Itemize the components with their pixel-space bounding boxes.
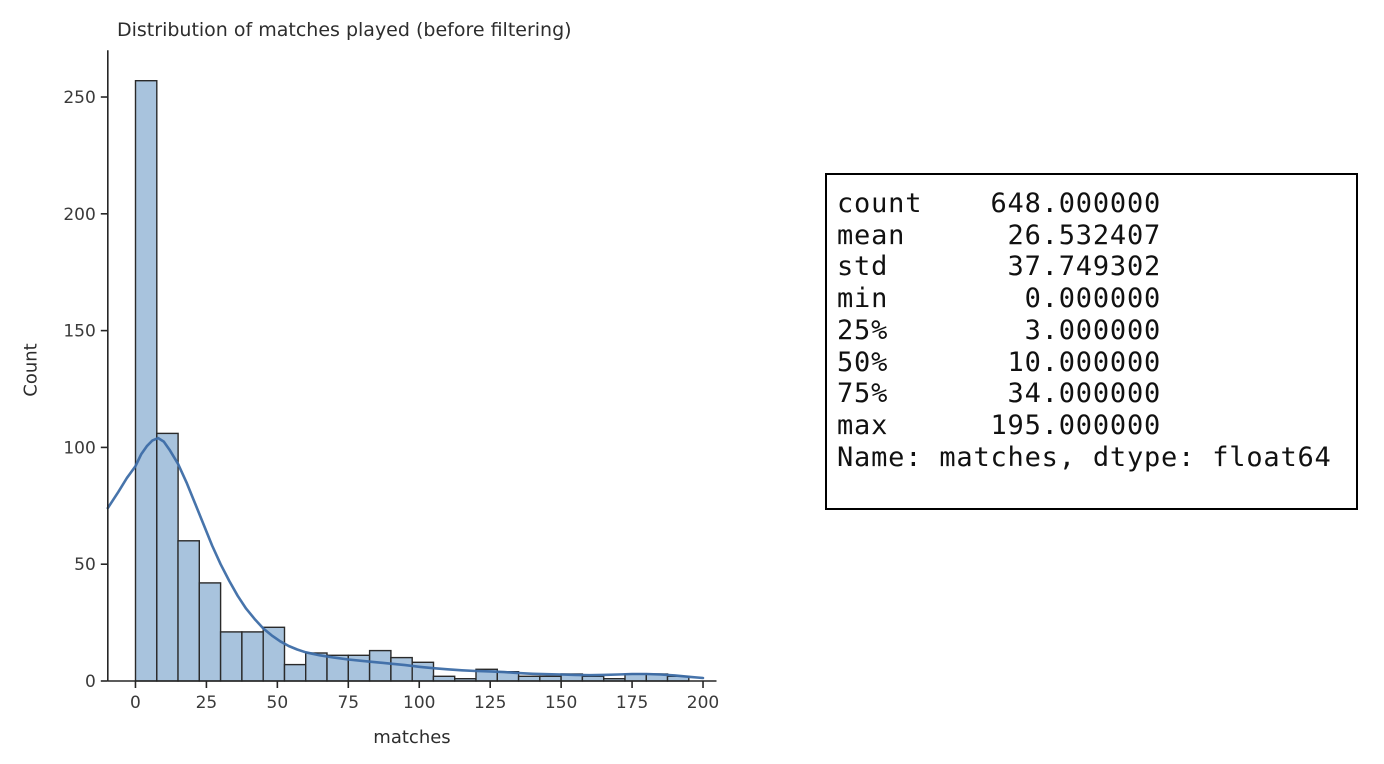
x-tick-label: 175	[616, 693, 648, 713]
x-tick-label: 75	[337, 693, 359, 713]
x-tick-label: 0	[130, 693, 141, 713]
x-tick-label: 100	[403, 693, 435, 713]
histogram-bar	[368, 649, 392, 682]
kde-curve	[106, 436, 705, 680]
y-tick-label: 150	[63, 322, 95, 342]
chart-title: Distribution of matches played (before f…	[117, 19, 572, 41]
x-axis-label: matches	[373, 727, 451, 748]
x-tick-label: 25	[196, 693, 218, 713]
histogram-svg: 0 25 50 75 100 125 150 175 200 0 50 100 150 200 250	[63, 50, 719, 713]
histogram-bar	[390, 656, 413, 682]
y-tick-label: 250	[63, 88, 95, 108]
y-tick-label: 0	[85, 672, 96, 692]
x-tick-label: 150	[545, 693, 577, 713]
histogram-bar	[219, 631, 243, 682]
y-tick-label: 50	[74, 555, 96, 575]
histogram-bar	[134, 79, 158, 682]
y-tick-label: 100	[63, 438, 95, 458]
histogram-bar	[177, 540, 200, 682]
histogram-figure: Distribution of matches played (before f…	[21, 19, 720, 748]
histogram-bar	[156, 432, 179, 682]
histogram-bar	[241, 631, 264, 682]
x-tick-label: 125	[474, 693, 506, 713]
stats-text: count 648.000000 mean 26.532407 std 37.7…	[837, 188, 1332, 473]
histogram-bar	[198, 582, 222, 682]
stats-box: count 648.000000 mean 26.532407 std 37.7…	[825, 173, 1358, 510]
y-tick-label: 200	[63, 205, 95, 225]
x-tick-label: 50	[267, 693, 289, 713]
x-tick-label: 200	[687, 693, 719, 713]
histogram-bar	[283, 663, 307, 682]
